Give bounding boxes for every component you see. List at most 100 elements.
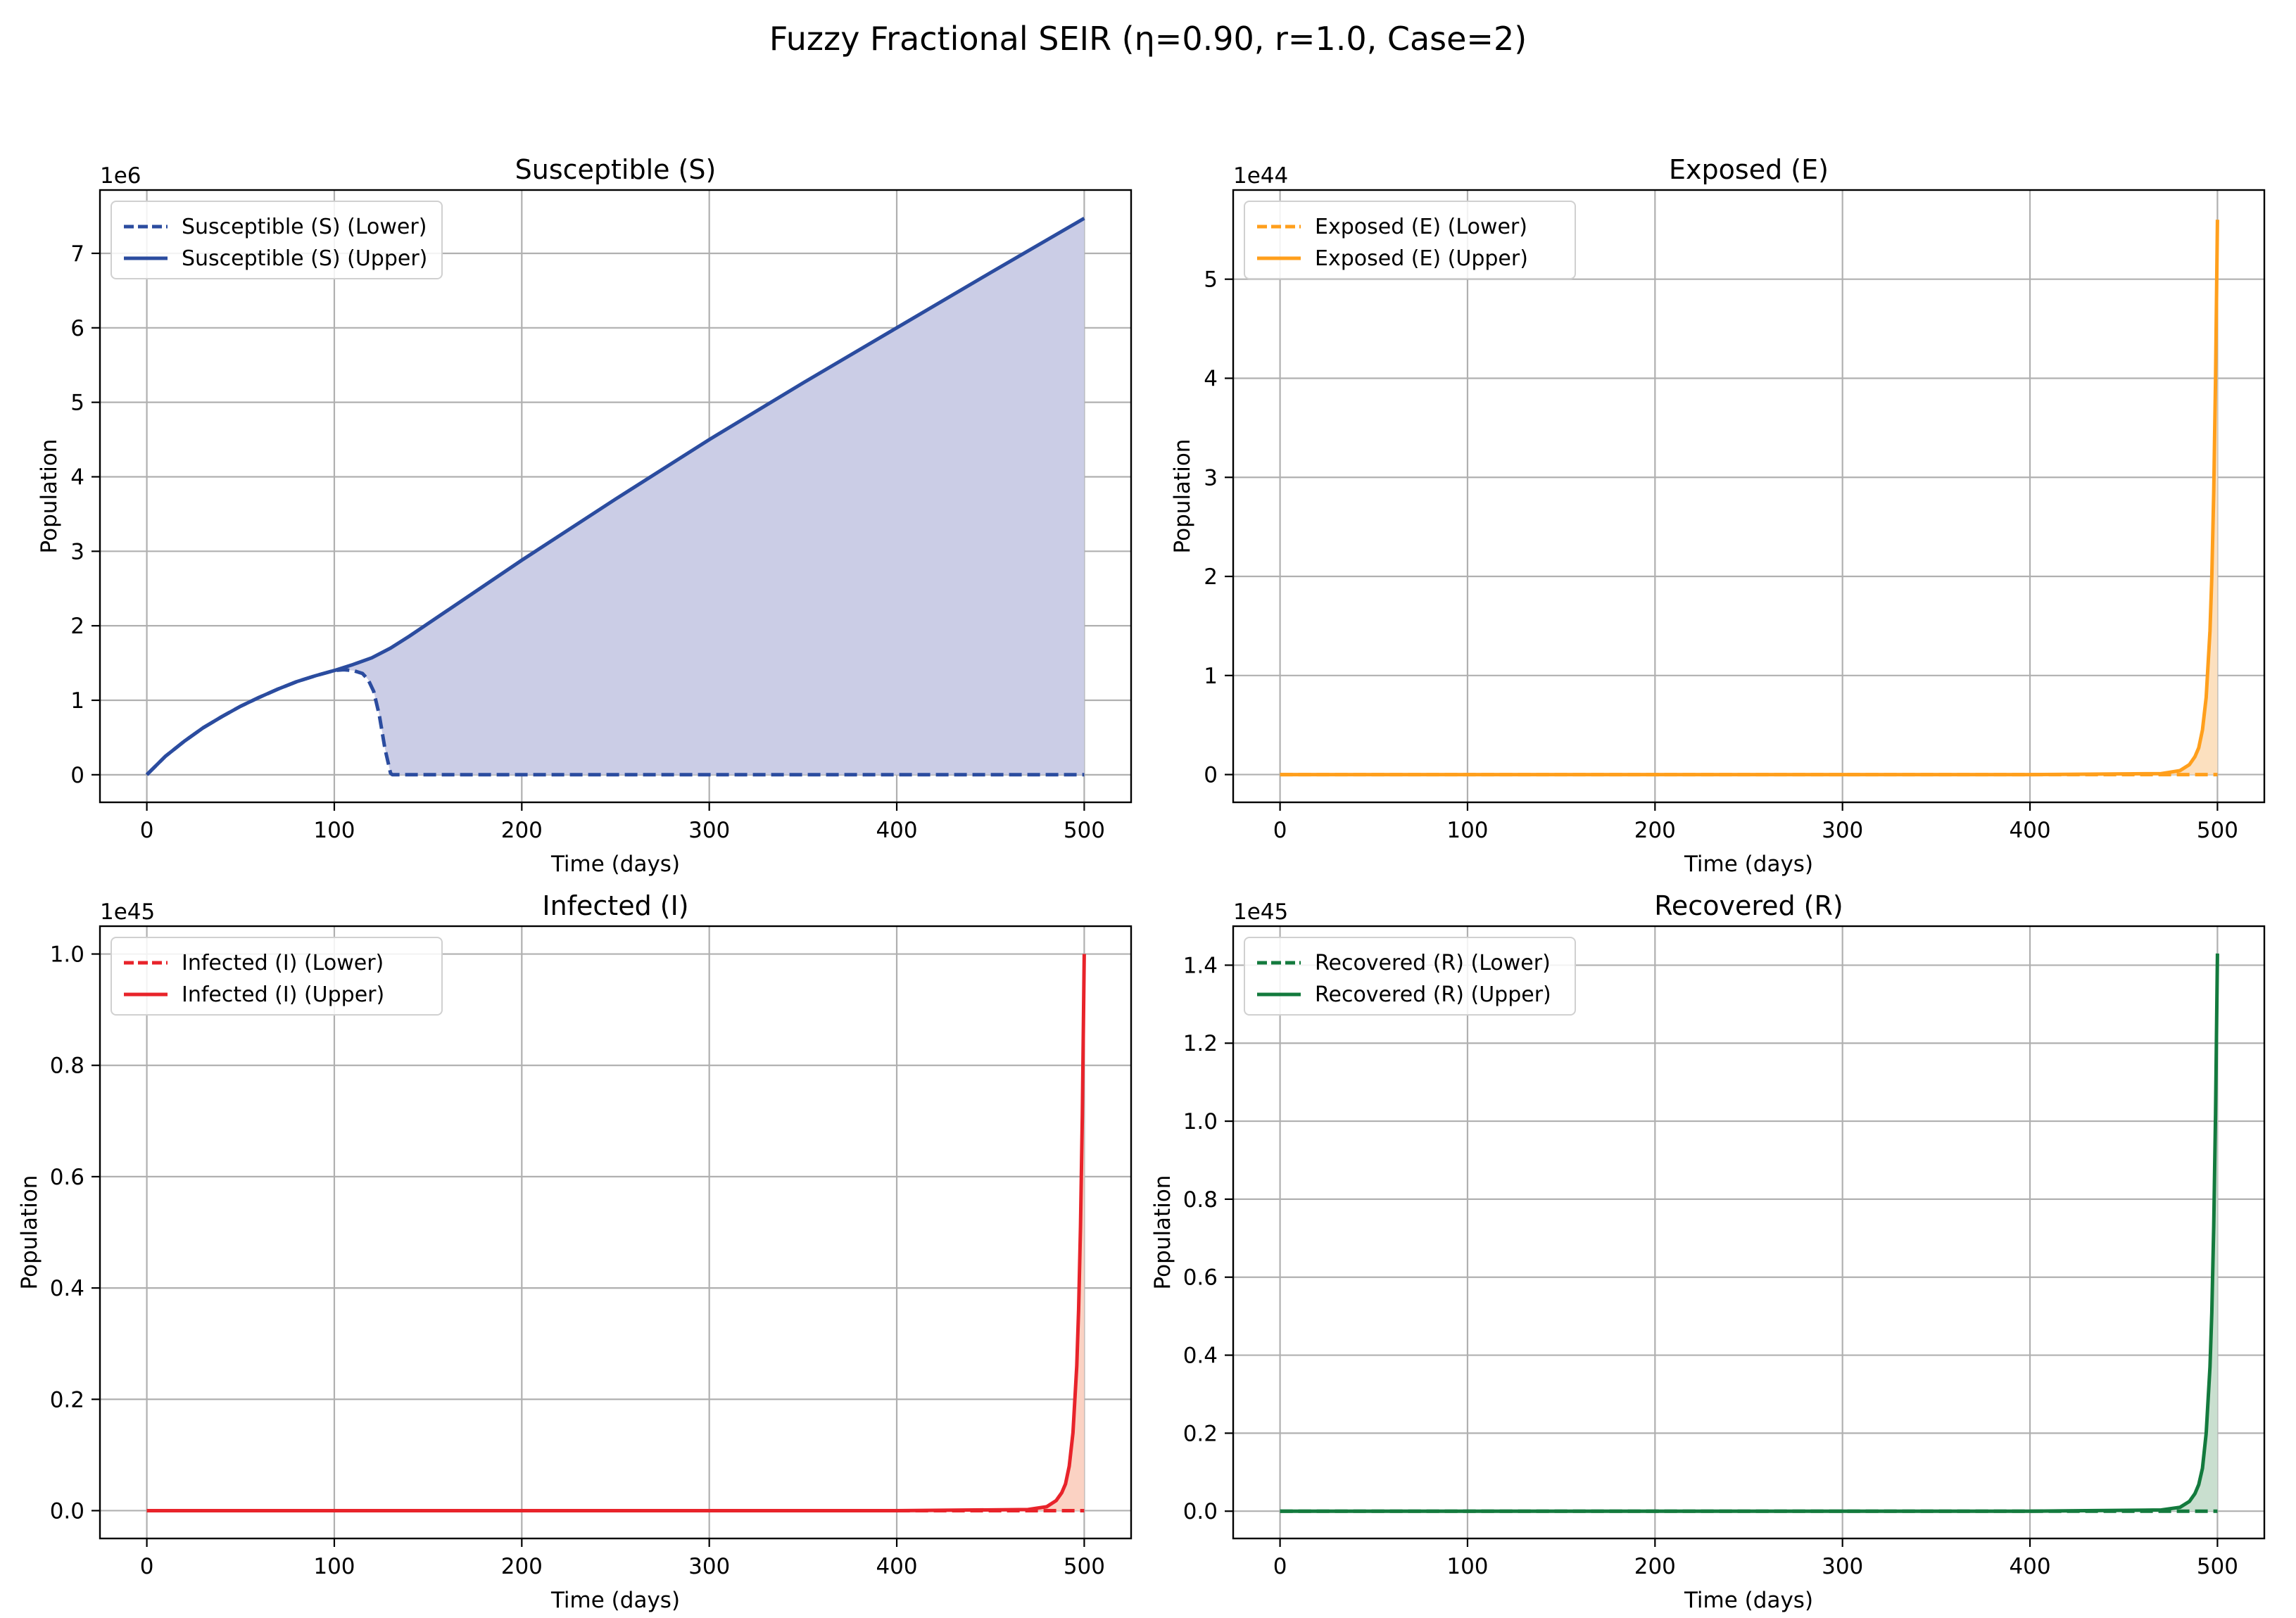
y-tick-label: 2	[70, 614, 84, 639]
y-axis-label: Population	[1150, 1175, 1175, 1290]
subplot-exposed-e: 0 100 200 300 400 500 0 1 2 3 4 5 Exposed (E) Time (d…	[1170, 154, 2266, 877]
fill-band	[1280, 220, 2218, 775]
y-tick-label: 3	[1204, 465, 1218, 491]
subplot-title: Susceptible (S)	[515, 154, 717, 185]
y-tick-label: 0.8	[50, 1054, 84, 1079]
y-tick-label: 4	[70, 464, 84, 490]
x-tick-label: 100	[313, 818, 355, 843]
series-line-infected-i-upper	[146, 954, 1086, 1512]
fill-band	[1280, 953, 2218, 1512]
y-tick-label: 0.6	[50, 1165, 84, 1190]
legend-box	[1244, 201, 1576, 279]
x-tick-label: 300	[688, 818, 730, 843]
x-axis-label: Time (days)	[1684, 1588, 1813, 1613]
axis-offset-label: 1e45	[1233, 899, 1288, 925]
y-tick-label: 1	[70, 688, 84, 714]
y-tick-label: 5	[70, 391, 84, 416]
x-tick-label: 0	[140, 1554, 154, 1579]
x-axis-label: Time (days)	[1684, 852, 1813, 877]
y-tick-label: 0.8	[1183, 1187, 1218, 1213]
legend-entry: Susceptible (S) (Upper)	[182, 246, 427, 271]
x-tick-label: 400	[2009, 818, 2050, 843]
axes-frame	[1232, 189, 2266, 804]
y-axis-label: Population	[1170, 439, 1195, 554]
x-tick-label: 0	[140, 818, 154, 843]
legend-entry: Infected (I) (Upper)	[182, 982, 384, 1007]
legend: Recovered (R) (Lower) Recovered (R) (Uppe…	[1244, 937, 1576, 1016]
legend-box	[111, 937, 443, 1016]
axes-frame	[1232, 925, 2266, 1540]
y-axis-label: Population	[37, 439, 62, 554]
fill-band	[146, 954, 1085, 1511]
legend-box	[1244, 937, 1576, 1016]
subplot-recovered-r: 0 100 200 300 400 500 0.0 0.2 0.4 0.6 0.8 1.0 1.2 1.4…	[1150, 890, 2266, 1613]
y-tick-label: 0.2	[50, 1387, 84, 1412]
x-tick-label: 500	[2197, 818, 2238, 843]
legend-entry: Exposed (E) (Lower)	[1315, 215, 1527, 239]
y-tick-label: 4	[1204, 366, 1218, 391]
y-tick-label: 0	[70, 763, 84, 788]
axis-offset-label: 1e44	[1233, 163, 1288, 189]
axis-offset-label: 1e6	[100, 163, 141, 189]
y-tick-label: 1.4	[1183, 953, 1218, 978]
axis-offset-label: 1e45	[100, 899, 155, 925]
x-tick-label: 200	[501, 818, 543, 843]
x-tick-label: 0	[1273, 818, 1287, 843]
y-tick-label: 0.4	[50, 1276, 84, 1301]
x-axis-label: Time (days)	[550, 852, 680, 877]
y-tick-label: 0.4	[1183, 1344, 1218, 1369]
y-axis-label: Population	[17, 1175, 42, 1290]
x-tick-label: 400	[2009, 1554, 2050, 1579]
x-tick-label: 0	[1273, 1554, 1287, 1579]
y-tick-label: 0.2	[1183, 1421, 1218, 1446]
subplot-infected-i: 0 100 200 300 400 500 0.0 0.2 0.4 0.6 0.8 1.0 Infect…	[17, 890, 1133, 1613]
series-line-susceptible-s-upper	[145, 217, 1085, 776]
y-tick-label: 5	[1204, 267, 1218, 293]
subplot-title: Recovered (R)	[1654, 890, 1843, 921]
legend-entry: Exposed (E) (Upper)	[1315, 246, 1528, 271]
y-tick-label: 1	[1204, 664, 1218, 689]
x-tick-label: 300	[688, 1554, 730, 1579]
legend-entry: Infected (I) (Lower)	[182, 951, 384, 975]
y-tick-label: 0	[1204, 763, 1218, 788]
y-tick-label: 1.0	[50, 942, 84, 968]
x-tick-label: 300	[1822, 1554, 1863, 1579]
subplot-title: Exposed (E)	[1669, 154, 1829, 185]
legend: Exposed (E) (Lower) Exposed (E) (Upper)	[1244, 201, 1576, 279]
legend-entry: Susceptible (S) (Lower)	[182, 215, 427, 239]
figure-title: Fuzzy Fractional SEIR (η=0.90, r=1.0, Ca…	[769, 20, 1527, 58]
series-line-exposed-e-upper	[1280, 220, 2219, 777]
y-tick-label: 6	[70, 316, 84, 341]
x-tick-label: 500	[1064, 1554, 1105, 1579]
subplot-susceptible-s: 0 100 200 300 400 500 0 1 2 3 4 5 6 7 Susceptible (S) T…	[37, 154, 1133, 877]
y-tick-label: 0.0	[50, 1498, 84, 1524]
x-tick-label: 100	[313, 1554, 355, 1579]
legend-entry: Recovered (R) (Upper)	[1315, 982, 1551, 1007]
y-tick-label: 3	[70, 539, 84, 564]
axes-frame	[99, 925, 1133, 1540]
y-tick-label: 2	[1204, 564, 1218, 590]
subplot-title: Infected (I)	[542, 890, 688, 921]
x-tick-label: 500	[1064, 818, 1105, 843]
x-tick-label: 100	[1446, 1554, 1488, 1579]
legend-box	[111, 201, 443, 279]
x-tick-label: 200	[501, 1554, 543, 1579]
axes-frame	[99, 189, 1133, 804]
y-tick-label: 1.0	[1183, 1109, 1218, 1135]
y-tick-label: 7	[70, 241, 84, 267]
y-tick-label: 1.2	[1183, 1031, 1218, 1056]
series-line-recovered-r-upper	[1280, 953, 2219, 1513]
y-tick-label: 0.6	[1183, 1265, 1218, 1291]
y-tick-label: 0.0	[1183, 1499, 1218, 1524]
x-tick-label: 200	[1634, 818, 1676, 843]
x-tick-label: 500	[2197, 1554, 2238, 1579]
x-tick-label: 400	[876, 1554, 917, 1579]
legend-entry: Recovered (R) (Lower)	[1315, 951, 1551, 975]
legend: Susceptible (S) (Lower) Susceptible (S) (…	[111, 201, 443, 279]
x-tick-label: 400	[876, 818, 917, 843]
x-tick-label: 200	[1634, 1554, 1676, 1579]
legend: Infected (I) (Lower) Infected (I) (Upper)	[111, 937, 443, 1016]
x-tick-label: 100	[1446, 818, 1488, 843]
x-axis-label: Time (days)	[550, 1588, 680, 1613]
